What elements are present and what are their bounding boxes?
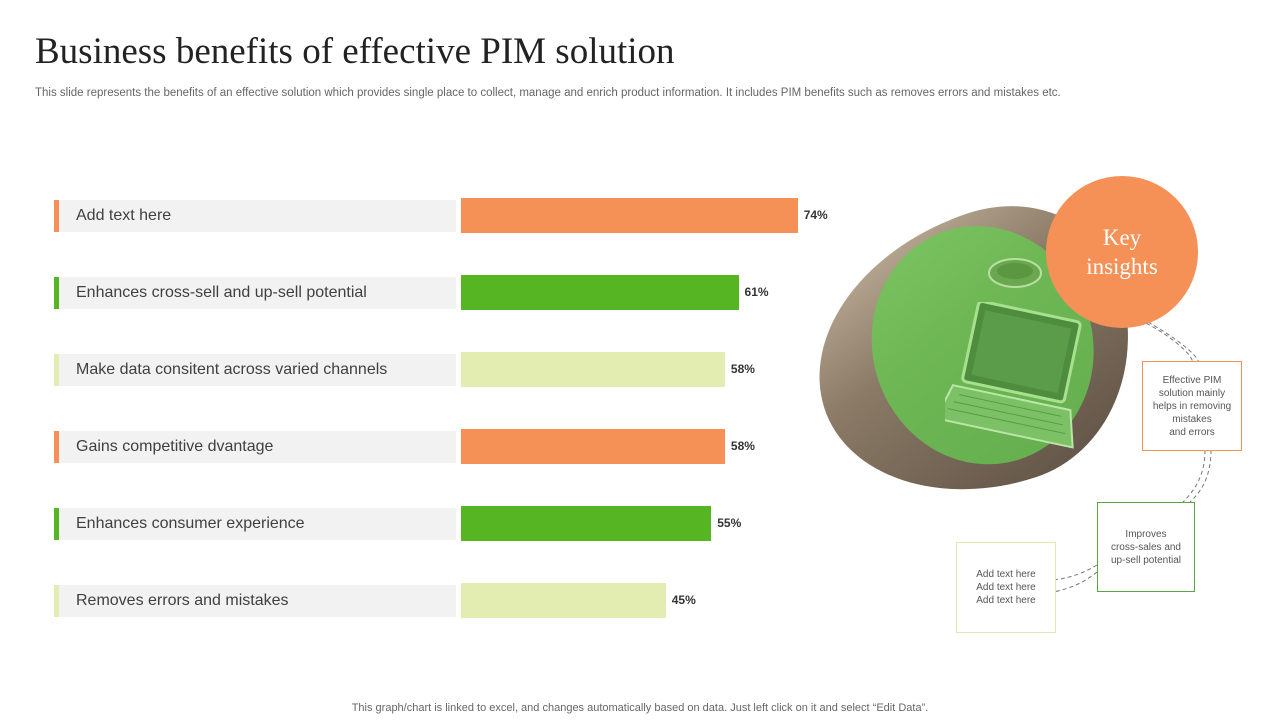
value-label: 55% — [717, 516, 742, 530]
row-accent — [54, 585, 59, 617]
category-label: Add text here — [76, 207, 172, 224]
key-insights-badge: Key insights — [1046, 176, 1198, 328]
bar[interactable] — [461, 275, 739, 310]
bowl-icon — [988, 258, 1042, 288]
category-label: Gains competitive dvantage — [76, 438, 274, 455]
page-title: Business benefits of effective PIM solut… — [35, 31, 675, 72]
category-label-box: Add text here — [59, 200, 456, 232]
laptop-icon — [945, 302, 1082, 449]
value-label: 61% — [744, 285, 769, 299]
bar[interactable] — [461, 198, 798, 233]
category-label-box: Enhances cross-sell and up-sell potentia… — [59, 277, 456, 309]
insight-note-text: Improves cross-sales and up-sell potenti… — [1110, 528, 1182, 566]
category-label: Make data consitent across varied channe… — [76, 361, 388, 378]
key-insights-heading: Key insights — [1086, 225, 1158, 279]
row-accent — [54, 200, 59, 232]
insight-note-cross-sales[interactable]: Improves cross-sales and up-sell potenti… — [1097, 502, 1195, 592]
value-label: 58% — [730, 439, 755, 453]
bar[interactable] — [461, 352, 725, 387]
page-subtitle: This slide represents the benefits of an… — [35, 87, 1061, 99]
row-accent — [54, 354, 59, 386]
value-label: 45% — [671, 593, 696, 607]
category-label: Removes errors and mistakes — [76, 592, 289, 609]
bar[interactable] — [461, 506, 712, 541]
row-accent — [54, 508, 59, 540]
bar[interactable] — [461, 583, 666, 618]
value-label: 74% — [803, 208, 828, 222]
footer-note: This graph/chart is linked to excel, and… — [351, 702, 929, 714]
category-label-box: Make data consitent across varied channe… — [59, 354, 456, 386]
category-label: Enhances consumer experience — [76, 515, 305, 532]
insight-note-text: Effective PIM solution mainly helps in r… — [1152, 374, 1232, 438]
category-label-box: Removes errors and mistakes — [59, 585, 456, 617]
bar[interactable] — [461, 429, 725, 464]
insight-note-errors[interactable]: Effective PIM solution mainly helps in r… — [1142, 361, 1242, 451]
category-label: Enhances cross-sell and up-sell potentia… — [76, 284, 367, 301]
row-accent — [54, 277, 59, 309]
value-label: 58% — [730, 362, 755, 376]
row-accent — [54, 431, 59, 463]
category-label-box: Enhances consumer experience — [59, 508, 456, 540]
insight-note-placeholder[interactable]: Add text here Add text here Add text her… — [956, 542, 1056, 633]
insight-note-text: Add text here Add text here Add text her… — [976, 569, 1036, 606]
category-label-box: Gains competitive dvantage — [59, 431, 456, 463]
